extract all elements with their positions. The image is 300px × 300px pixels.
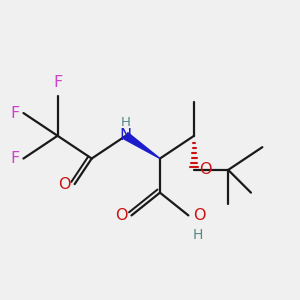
Text: O: O	[199, 162, 212, 177]
Text: O: O	[193, 208, 205, 223]
Text: F: F	[10, 151, 19, 166]
Text: H: H	[193, 228, 203, 242]
Text: O: O	[115, 208, 127, 223]
Text: F: F	[10, 106, 19, 121]
Text: H: H	[121, 116, 131, 129]
Text: N: N	[120, 128, 132, 143]
Polygon shape	[124, 133, 160, 158]
Text: O: O	[58, 177, 70, 192]
Text: F: F	[53, 75, 62, 90]
